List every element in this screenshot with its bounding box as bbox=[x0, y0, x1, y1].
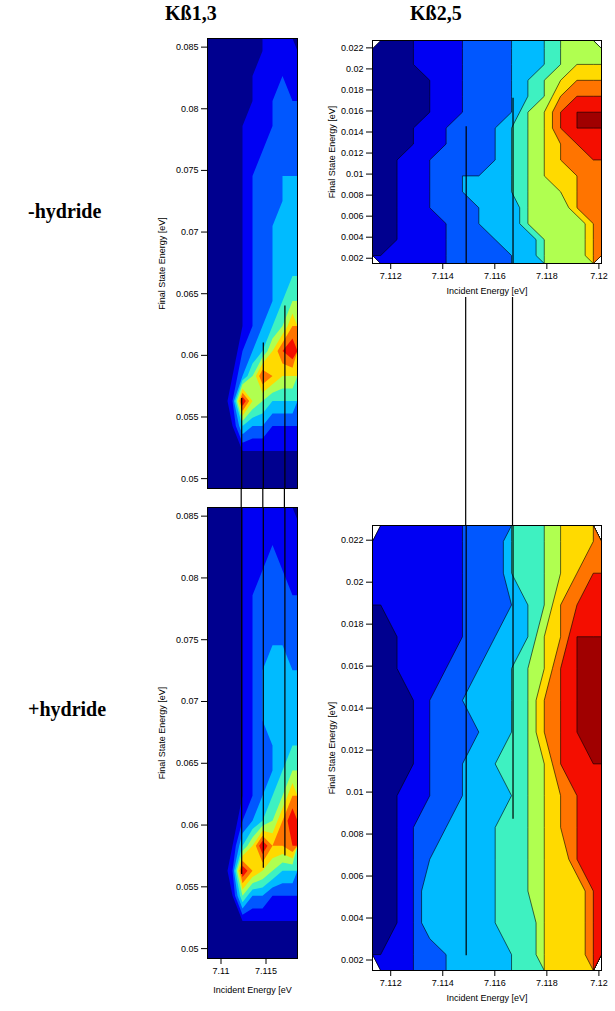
svg-text:0.06: 0.06 bbox=[181, 350, 199, 360]
html-text:Kß1,3: Kß1,3 bbox=[165, 2, 217, 24]
svg-text:0.055: 0.055 bbox=[176, 882, 199, 892]
svg-text:7.114: 7.114 bbox=[432, 978, 454, 988]
svg-text:Final State Energy [eV]: Final State Energy [eV] bbox=[327, 106, 337, 199]
svg-text:0.006: 0.006 bbox=[341, 871, 364, 881]
svg-text:Incident Energy [eV: Incident Energy [eV bbox=[213, 985, 292, 995]
svg-text:0.014: 0.014 bbox=[341, 127, 364, 137]
svg-text:0.018: 0.018 bbox=[341, 85, 364, 95]
svg-text:7.118: 7.118 bbox=[536, 978, 558, 988]
svg-text:Final State Energy [eV]: Final State Energy [eV] bbox=[157, 687, 167, 780]
svg-text:7.11: 7.11 bbox=[213, 966, 230, 976]
svg-text:0.08: 0.08 bbox=[181, 573, 199, 583]
svg-text:0.008: 0.008 bbox=[341, 190, 364, 200]
svg-text:0.016: 0.016 bbox=[341, 661, 364, 671]
svg-text:7.12: 7.12 bbox=[590, 271, 608, 281]
svg-text:0.018: 0.018 bbox=[341, 619, 364, 629]
svg-text:7.116: 7.116 bbox=[484, 978, 506, 988]
svg-text:0.055: 0.055 bbox=[176, 412, 199, 422]
svg-text:0.075: 0.075 bbox=[176, 165, 199, 175]
svg-text:0.085: 0.085 bbox=[176, 511, 199, 521]
svg-text:0.004: 0.004 bbox=[341, 232, 364, 242]
svg-text:0.075: 0.075 bbox=[176, 635, 199, 645]
svg-text:0.014: 0.014 bbox=[341, 703, 364, 713]
svg-text:7.116: 7.116 bbox=[484, 271, 506, 281]
svg-text:0.01: 0.01 bbox=[346, 787, 364, 797]
html-text:+hydride: +hydride bbox=[28, 698, 107, 720]
svg-text:0.05: 0.05 bbox=[181, 943, 199, 953]
svg-text:0.012: 0.012 bbox=[341, 745, 364, 755]
svg-text:0.06: 0.06 bbox=[181, 820, 199, 830]
html-text:Kß2,5: Kß2,5 bbox=[410, 2, 462, 24]
html-text:-hydride: -hydride bbox=[28, 200, 102, 222]
svg-text:0.012: 0.012 bbox=[341, 148, 364, 158]
svg-text:0.016: 0.016 bbox=[341, 106, 364, 116]
svg-text:0.08: 0.08 bbox=[181, 104, 199, 114]
svg-text:Final State Energy [eV]: Final State Energy [eV] bbox=[327, 702, 337, 795]
svg-text:0.002: 0.002 bbox=[341, 253, 364, 263]
svg-text:0.022: 0.022 bbox=[341, 535, 364, 545]
svg-text:7.112: 7.112 bbox=[380, 271, 402, 281]
svg-text:0.02: 0.02 bbox=[346, 64, 364, 74]
svg-text:Incident Energy [eV]: Incident Energy [eV] bbox=[446, 993, 527, 1003]
svg-text:0.065: 0.065 bbox=[176, 289, 199, 299]
svg-text:0.065: 0.065 bbox=[176, 758, 199, 768]
svg-text:7.118: 7.118 bbox=[536, 271, 558, 281]
svg-text:0.006: 0.006 bbox=[341, 211, 364, 221]
svg-text:0.05: 0.05 bbox=[181, 474, 199, 484]
svg-text:0.085: 0.085 bbox=[176, 42, 199, 52]
svg-text:0.01: 0.01 bbox=[346, 169, 364, 179]
svg-text:7.12: 7.12 bbox=[590, 978, 608, 988]
svg-text:Final State Energy [eV]: Final State Energy [eV] bbox=[157, 217, 167, 310]
svg-text:0.07: 0.07 bbox=[181, 227, 199, 237]
svg-text:0.02: 0.02 bbox=[346, 577, 364, 587]
svg-text:0.07: 0.07 bbox=[181, 696, 199, 706]
svg-text:Incident Energy [eV]: Incident Energy [eV] bbox=[446, 286, 527, 296]
svg-text:0.008: 0.008 bbox=[341, 829, 364, 839]
svg-text:7.112: 7.112 bbox=[380, 978, 402, 988]
svg-text:7.115: 7.115 bbox=[255, 966, 277, 976]
svg-text:7.114: 7.114 bbox=[432, 271, 454, 281]
svg-text:0.022: 0.022 bbox=[341, 43, 364, 53]
svg-text:0.004: 0.004 bbox=[341, 913, 364, 923]
svg-text:0.002: 0.002 bbox=[341, 955, 364, 965]
